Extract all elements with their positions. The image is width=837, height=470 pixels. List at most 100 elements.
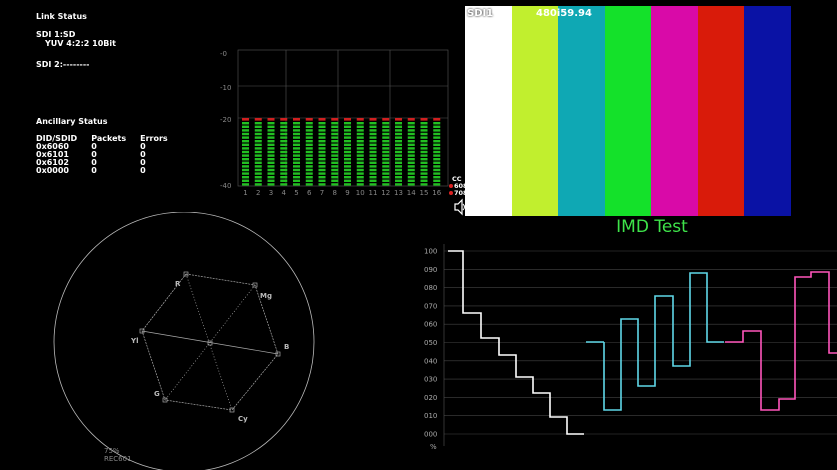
meter-segment [395,140,403,143]
meter-segment [369,154,377,157]
meter-segment [344,122,352,125]
meter-segment [242,132,250,136]
meter-segment [305,132,313,136]
meter-segment [293,176,301,179]
meter-segment [433,176,441,179]
meter-segment [407,150,415,154]
meter-segment [242,125,250,128]
meter-segment [318,136,326,139]
meter-segment [420,140,428,143]
meter-segment [395,179,403,182]
meter-segment [395,122,403,125]
meter-segment [344,136,352,139]
meter-segment [280,179,288,182]
meter-channel-label: 8 [333,189,337,197]
meter-segment [242,154,250,157]
waveform-scale-label: 010 [424,412,437,420]
color-bar [697,6,744,216]
target-box [139,328,145,334]
meter-segment [420,179,428,182]
meter-segment [407,129,415,132]
meter-segment [305,140,313,143]
meter-segment [382,165,390,168]
meter-segment [382,150,390,154]
meter-peak [356,118,364,121]
meter-segment [369,161,377,164]
meter-segment [318,140,326,143]
meter-peak [305,118,313,121]
meter-segment [407,183,415,186]
meter-scale-label: -40 [220,182,231,190]
meter-segment [433,154,441,157]
color-bar [790,6,837,216]
meter-segment [356,140,364,143]
meter-segment [293,136,301,139]
meter-segment [318,168,326,172]
meter-segment [420,147,428,150]
meter-channel-label: 13 [394,189,403,197]
waveform-scale-label: 030 [424,376,437,384]
meter-segment [369,147,377,150]
meter-segment [356,154,364,157]
ancillary-cell: 0x6101 [36,150,69,159]
meter-segment [433,147,441,150]
meter-segment [318,147,326,150]
meter-segment [344,129,352,132]
meter-segment [344,168,352,172]
meter-segment [280,183,288,186]
target-label: G [154,390,160,398]
color-bar [744,6,791,216]
target-box [252,282,258,288]
meter-segment [382,154,390,157]
meter-segment [407,158,415,161]
meter-segment [293,168,301,172]
meter-segment [395,154,403,157]
meter-segment [280,161,288,164]
meter-segment [280,150,288,154]
meter-segment [318,143,326,146]
meter-segment [280,143,288,146]
meter-segment [293,172,301,175]
meter-segment [395,136,403,139]
meter-segment [280,136,288,139]
meter-segment [318,183,326,186]
meter-segment [293,150,301,154]
sdi1-format: YUV 4:2:2 10Bit [45,39,116,48]
ancillary-cell: 0 [140,142,146,151]
meter-segment [356,147,364,150]
cc-708: 708 [454,189,468,197]
meter-segment [331,172,339,175]
meter-segment [382,125,390,128]
meter-peak [331,118,339,121]
meter-peak [433,118,441,121]
waveform-scale-label: 100 [424,248,437,256]
ancillary-header: Packets [91,134,127,143]
meter-segment [242,158,250,161]
meter-segment [344,176,352,179]
table-row: 0x6060 0 0 [36,143,182,151]
meter-segment [369,125,377,128]
meter-segment [407,161,415,164]
meter-segment [331,179,339,182]
meter-segment [305,183,313,186]
meter-segment [407,125,415,128]
meter-channel-label: 12 [381,189,390,197]
vectorscope-scale: 75% [104,447,120,455]
meter-channel-label: 10 [356,189,365,197]
meter-segment [242,122,250,125]
meter-segment [293,125,301,128]
waveform-title: IMD Test [616,217,688,237]
meter-peak [254,118,262,121]
meter-segment [433,122,441,125]
meter-segment [344,172,352,175]
meter-segment [293,179,301,182]
meter-segment [356,165,364,168]
meter-segment [356,176,364,179]
target-label: B [284,343,289,351]
meter-segment [420,143,428,146]
meter-segment [356,122,364,125]
meter-segment [242,136,250,139]
meter-segment [254,140,262,143]
meter-segment [254,158,262,161]
meter-segment [305,176,313,179]
